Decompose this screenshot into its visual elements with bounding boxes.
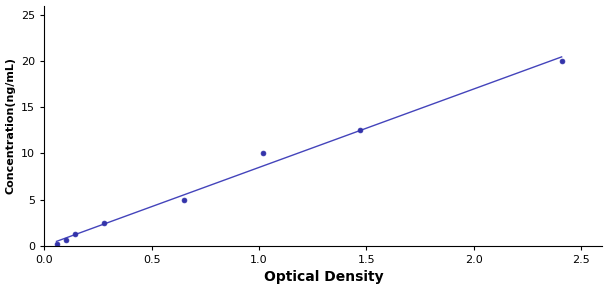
- X-axis label: Optical Density: Optical Density: [263, 271, 383, 284]
- Y-axis label: Concentration(ng/mL): Concentration(ng/mL): [5, 57, 16, 194]
